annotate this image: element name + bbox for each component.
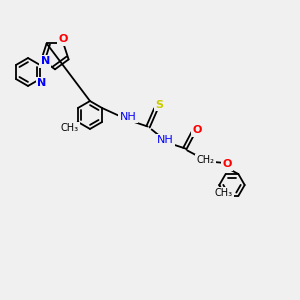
Text: N: N <box>38 78 47 88</box>
Text: CH₃: CH₃ <box>61 123 79 133</box>
Text: O: O <box>223 160 232 170</box>
Text: NH: NH <box>119 112 136 122</box>
Text: O: O <box>59 34 68 44</box>
Text: CH₂: CH₂ <box>196 155 214 166</box>
Text: S: S <box>155 100 164 110</box>
Text: N: N <box>41 56 50 66</box>
Text: NH: NH <box>157 135 174 145</box>
Text: CH₃: CH₃ <box>214 188 232 198</box>
Text: O: O <box>193 125 202 135</box>
